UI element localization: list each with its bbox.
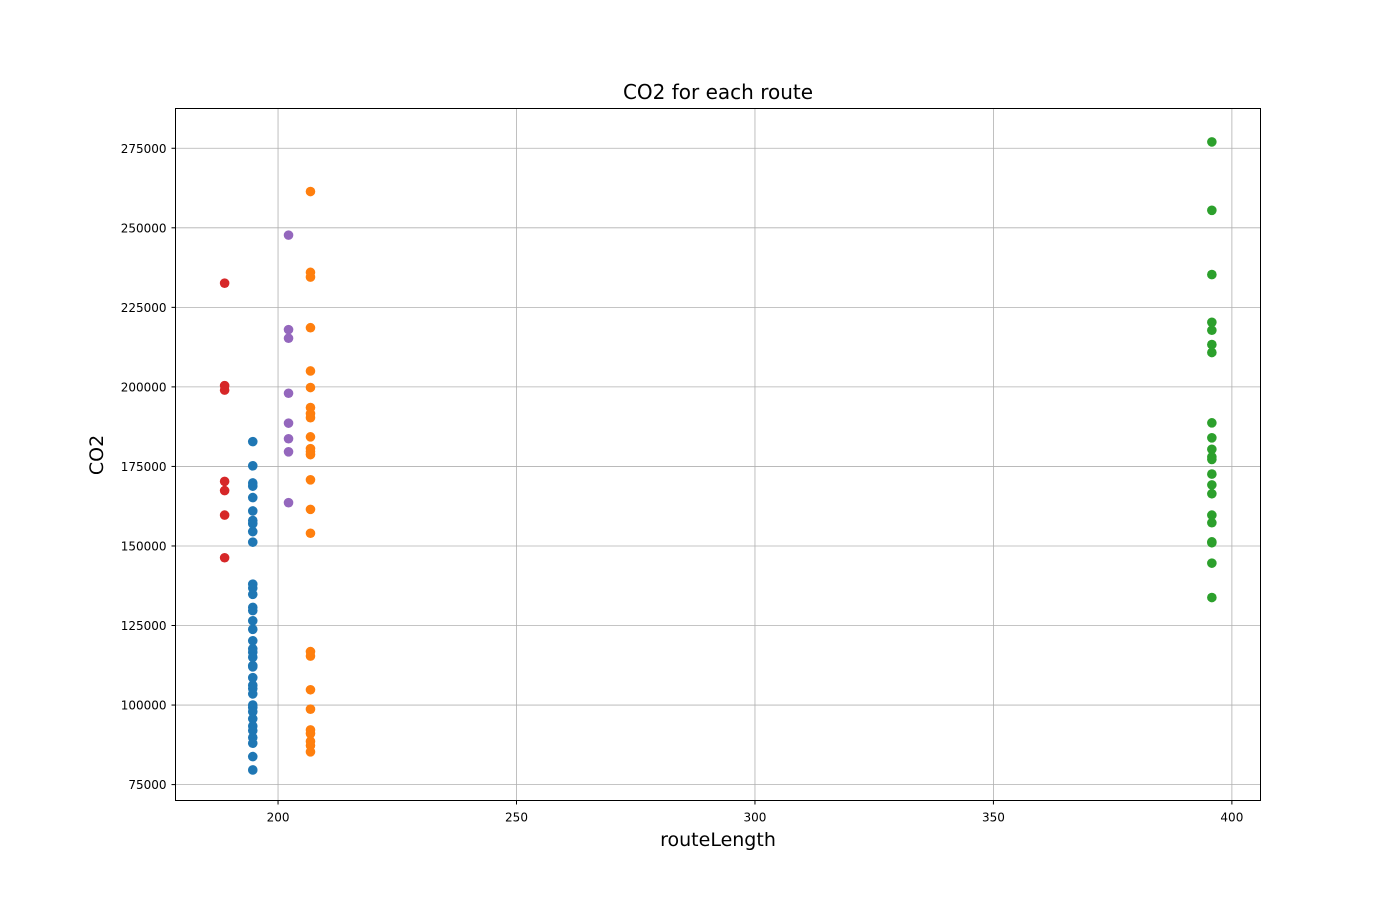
data-point xyxy=(305,322,316,333)
data-point xyxy=(305,412,316,423)
data-point xyxy=(247,662,258,672)
data-point xyxy=(1207,517,1217,528)
data-point xyxy=(1207,205,1217,216)
data-point xyxy=(283,333,294,344)
data-point xyxy=(247,706,258,717)
data-point xyxy=(283,324,294,335)
plot-frame xyxy=(175,108,1261,801)
x-axis-label: routeLength xyxy=(660,829,776,851)
data-point xyxy=(247,436,258,447)
data-point xyxy=(1207,480,1217,490)
data-point xyxy=(219,552,230,563)
data-point xyxy=(1207,592,1217,603)
data-point xyxy=(305,504,316,515)
data-point xyxy=(247,713,258,724)
data-point xyxy=(247,738,258,749)
data-point xyxy=(219,485,230,496)
x-tick-label: 300 xyxy=(744,811,767,825)
data-point xyxy=(1207,469,1217,479)
data-point xyxy=(247,615,258,626)
data-point xyxy=(247,492,258,503)
data-point xyxy=(305,382,316,393)
x-tick-label: 350 xyxy=(982,811,1005,825)
data-point xyxy=(1207,432,1217,443)
y-tick-label: 175000 xyxy=(121,460,167,474)
y-tick-label: 75000 xyxy=(128,778,166,792)
data-point xyxy=(219,476,230,487)
data-point xyxy=(305,651,316,661)
y-tick-label: 125000 xyxy=(121,619,167,633)
data-point xyxy=(1207,137,1217,147)
data-point xyxy=(283,497,294,508)
data-point xyxy=(283,230,294,240)
grid-lines xyxy=(175,108,1261,801)
data-point xyxy=(247,751,258,762)
x-tick-label: 200 xyxy=(267,811,290,825)
data-point xyxy=(1207,339,1217,350)
data-point xyxy=(247,652,258,663)
data-point xyxy=(247,725,258,736)
data-point xyxy=(305,272,316,282)
data-point xyxy=(247,518,258,529)
data-point xyxy=(1207,444,1217,455)
data-point xyxy=(305,474,316,485)
data-point xyxy=(247,589,258,600)
data-point xyxy=(1207,454,1217,465)
data-point xyxy=(1207,537,1217,548)
data-point xyxy=(1207,510,1217,520)
data-point xyxy=(247,506,258,516)
y-tick-label: 225000 xyxy=(121,301,167,315)
data-point xyxy=(247,765,258,775)
data-point xyxy=(1207,488,1217,499)
data-point xyxy=(1207,317,1217,328)
y-tick-label: 250000 xyxy=(121,221,167,235)
data-point xyxy=(1207,418,1217,428)
axis-ticks: 200 250 300 350 400 75000 100000 125000 150000 17… xyxy=(121,142,1244,825)
data-point xyxy=(305,684,316,695)
data-point xyxy=(247,689,258,699)
data-point xyxy=(305,528,316,539)
data-point xyxy=(305,432,316,442)
data-points xyxy=(219,137,1217,775)
data-point xyxy=(283,388,294,399)
data-point xyxy=(219,510,230,520)
x-tick-label: 400 xyxy=(1220,811,1243,825)
data-point xyxy=(305,449,316,460)
data-point xyxy=(1207,347,1217,358)
y-axis-label: CO2 xyxy=(86,435,108,475)
data-point xyxy=(247,635,258,646)
data-point xyxy=(219,278,230,288)
data-point xyxy=(1207,325,1217,336)
y-tick-label: 100000 xyxy=(121,699,167,713)
data-point xyxy=(283,446,294,457)
data-point xyxy=(247,624,258,635)
x-tick-label: 250 xyxy=(505,811,528,825)
data-point xyxy=(219,385,230,395)
y-tick-label: 200000 xyxy=(121,380,167,394)
data-point xyxy=(1207,269,1217,280)
data-point xyxy=(305,728,316,739)
data-point xyxy=(247,460,258,471)
data-point xyxy=(305,366,316,376)
data-point xyxy=(305,747,316,757)
data-point xyxy=(305,186,316,197)
data-point xyxy=(247,481,258,491)
data-point xyxy=(247,605,258,616)
data-point xyxy=(247,537,258,547)
data-point xyxy=(1207,558,1217,568)
data-point xyxy=(283,418,294,428)
chart-title: CO2 for each route xyxy=(623,80,813,104)
y-tick-label: 275000 xyxy=(121,142,167,156)
data-point xyxy=(247,526,258,537)
data-point xyxy=(283,433,294,444)
data-point xyxy=(305,704,316,714)
y-tick-label: 150000 xyxy=(121,539,167,553)
data-point xyxy=(247,672,258,683)
